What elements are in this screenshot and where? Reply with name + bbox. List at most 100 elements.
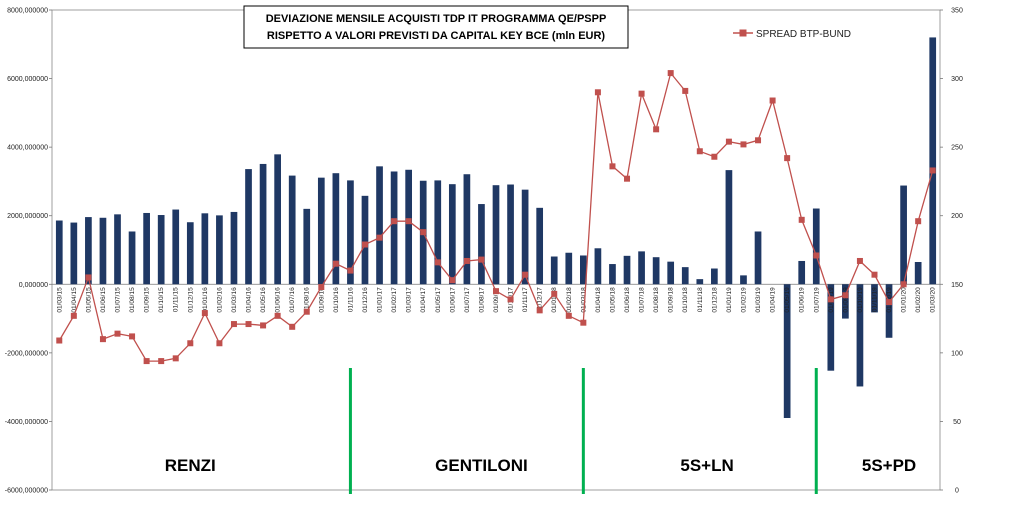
category-label: 01/09/17 <box>493 287 500 313</box>
spread-point <box>580 319 587 326</box>
right-axis-tick-label: 250 <box>951 145 963 152</box>
spread-point <box>332 260 339 267</box>
bar <box>594 248 602 285</box>
spread-point <box>463 257 470 264</box>
bar <box>274 154 281 285</box>
category-label: 01/04/18 <box>595 287 602 313</box>
spread-point <box>187 340 194 347</box>
spread-point <box>594 89 601 96</box>
spread-point <box>755 137 762 144</box>
spread-point <box>274 312 281 319</box>
right-axis-tick-label: 50 <box>953 419 961 426</box>
spread-point <box>653 126 660 133</box>
bar <box>914 262 922 285</box>
category-label: 01/02/20 <box>915 287 922 313</box>
category-label: 01/05/16 <box>260 287 267 313</box>
left-axis-tick-label: 0,000000 <box>19 282 48 289</box>
spread-point <box>303 308 310 315</box>
category-label: 01/04/15 <box>71 287 78 313</box>
spread-point <box>449 277 456 284</box>
category-label: 01/06/16 <box>275 287 282 313</box>
bar <box>157 215 165 285</box>
spread-point <box>172 355 179 362</box>
bar <box>99 217 107 285</box>
category-label: 01/05/18 <box>609 287 616 313</box>
bar <box>565 252 573 285</box>
spread-point <box>827 296 834 303</box>
left-axis-tick-label: 8000,000000 <box>7 8 48 15</box>
spread-point <box>798 216 805 223</box>
spread-point <box>522 271 529 278</box>
spread-point <box>391 218 398 225</box>
bar <box>550 256 558 285</box>
spread-point <box>638 90 645 97</box>
right-axis-tick-label: 0 <box>955 488 959 495</box>
category-label: 01/01/17 <box>377 287 384 313</box>
spread-point <box>551 290 558 297</box>
category-label: 01/03/19 <box>755 287 762 313</box>
category-label: 01/06/19 <box>799 287 806 313</box>
category-label: 01/08/17 <box>478 287 485 313</box>
category-label: 01/08/18 <box>653 287 660 313</box>
category-label: 01/11/17 <box>522 287 529 312</box>
bar <box>521 189 529 285</box>
bar <box>492 185 500 285</box>
category-label: 01/02/17 <box>391 287 398 313</box>
spread-point <box>856 257 863 264</box>
bar <box>638 251 645 285</box>
bar <box>405 169 413 285</box>
bar <box>900 185 907 285</box>
category-label: 01/06/18 <box>624 287 631 313</box>
bar <box>347 180 354 285</box>
spread-point <box>230 321 237 328</box>
spread-point <box>842 292 849 299</box>
category-label: 01/10/18 <box>682 287 689 313</box>
category-label: 01/12/18 <box>711 287 718 313</box>
spread-point <box>289 323 296 330</box>
category-label: 01/05/15 <box>85 287 92 313</box>
category-label: 01/12/17 <box>537 287 544 313</box>
bar <box>230 211 238 285</box>
bar <box>842 284 849 319</box>
category-label: 01/05/19 <box>784 287 791 313</box>
spread-point <box>56 337 63 344</box>
bar <box>55 220 63 285</box>
spread-point <box>361 241 368 248</box>
spread-point <box>99 336 106 343</box>
right-axis-tick-label: 300 <box>951 76 963 83</box>
bar <box>754 231 762 285</box>
right-axis-tick-label: 350 <box>951 8 963 15</box>
category-label: 01/04/17 <box>420 287 427 313</box>
spread-point <box>216 340 223 347</box>
spread-point <box>201 310 208 317</box>
category-label: 01/02/19 <box>740 287 747 313</box>
category-label: 01/10/16 <box>333 287 340 313</box>
spread-point <box>260 322 267 329</box>
category-label: 01/09/16 <box>318 287 325 313</box>
spread-point <box>711 153 718 160</box>
spread-point <box>70 312 77 319</box>
category-label: 01/10/19 <box>857 287 864 313</box>
spread-point <box>565 312 572 319</box>
category-label: 01/07/15 <box>115 287 122 313</box>
left-axis-tick-label: -6000,000000 <box>5 488 48 495</box>
spread-point <box>507 296 514 303</box>
bar <box>725 170 733 285</box>
bar <box>70 222 78 285</box>
category-label: 01/03/15 <box>56 287 63 313</box>
spread-point <box>143 358 150 365</box>
bar <box>623 255 631 285</box>
spread-point <box>696 148 703 155</box>
spread-point <box>886 299 893 306</box>
category-label: 01/09/18 <box>668 287 675 313</box>
spread-point <box>434 259 441 266</box>
spread-point <box>405 218 412 225</box>
legend: SPREAD BTP-BUND <box>733 29 851 40</box>
bar <box>681 267 689 285</box>
category-label: 01/09/15 <box>144 287 151 313</box>
legend-label: SPREAD BTP-BUND <box>756 29 851 40</box>
bar <box>303 208 311 285</box>
category-label: 01/11/19 <box>871 287 878 312</box>
bar <box>856 284 864 387</box>
